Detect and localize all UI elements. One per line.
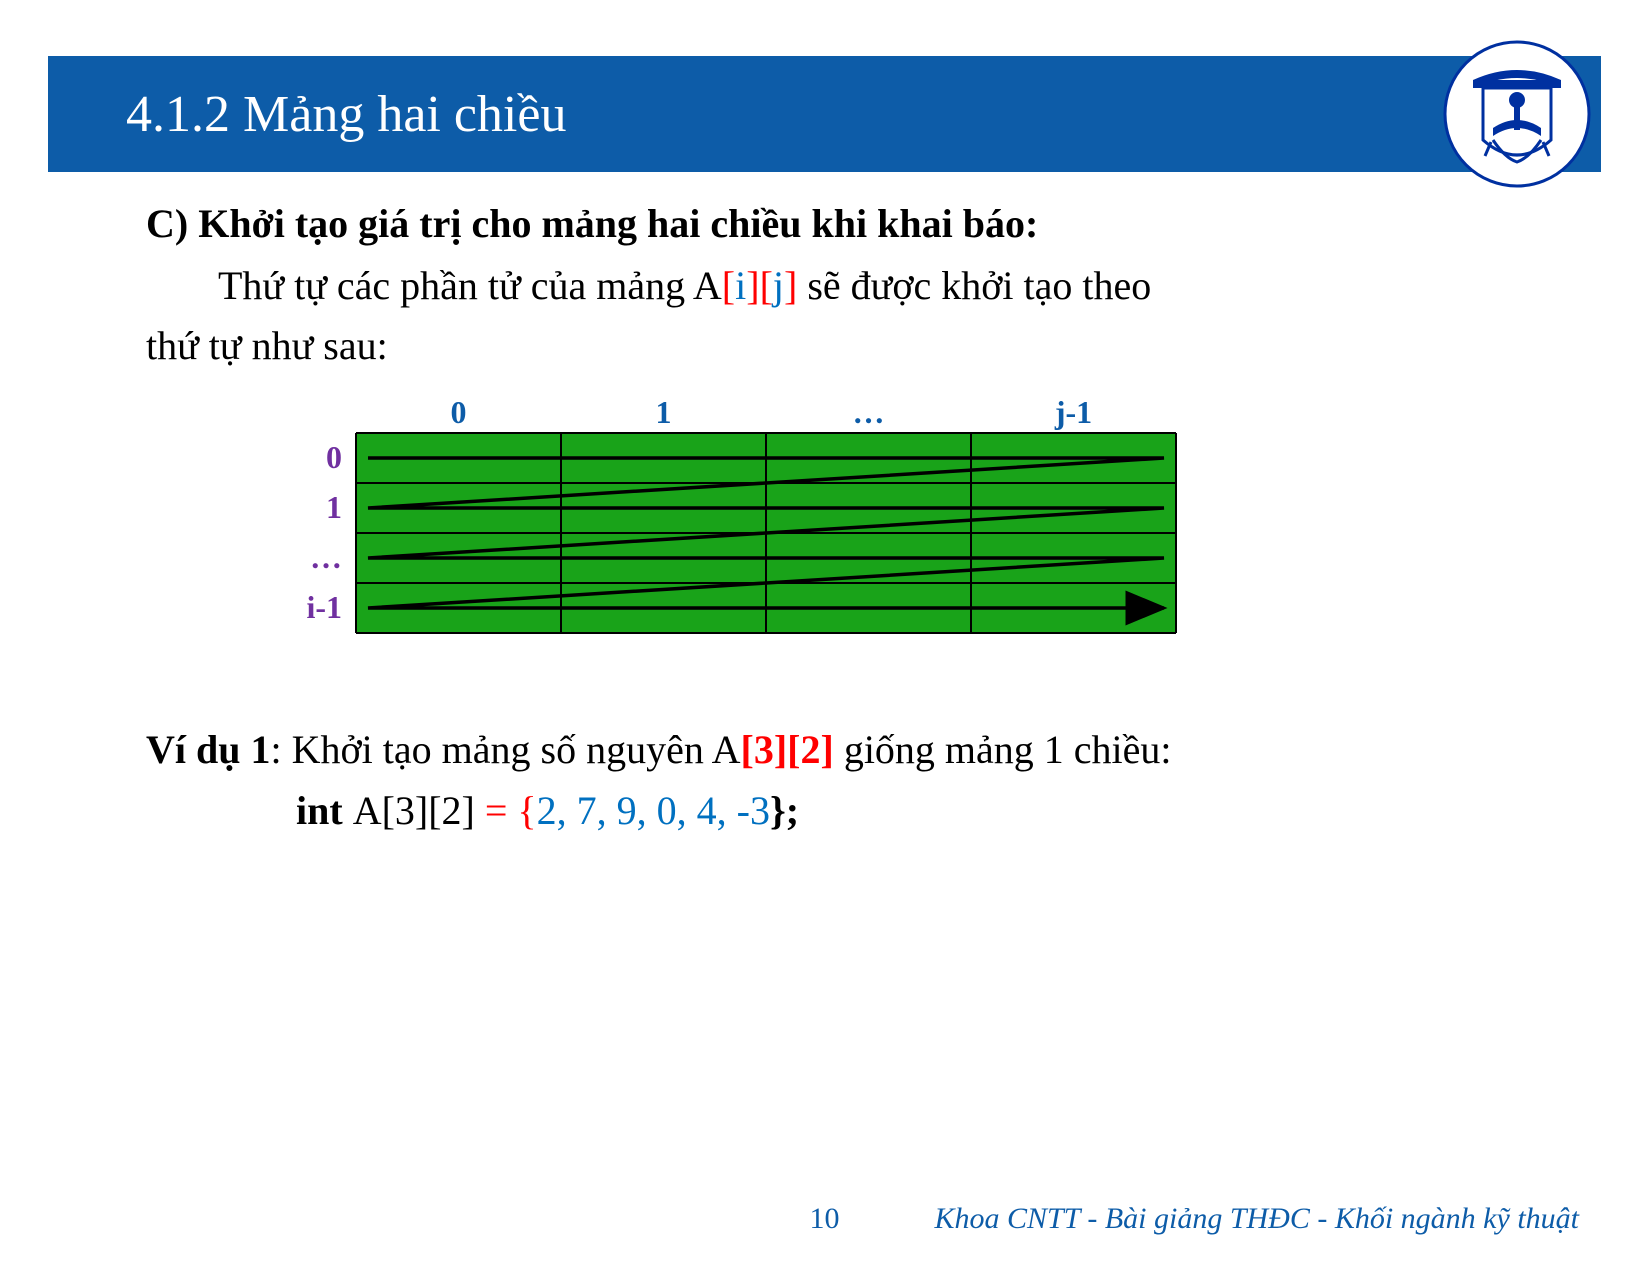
intro-line-2: thứ tự như sau:	[146, 319, 1529, 373]
code-brace-close: };	[770, 788, 799, 833]
example-text-2: giống mảng 1 chiều:	[834, 727, 1172, 772]
slide-title: 4.1.2 Mảng hai chiều	[126, 85, 566, 144]
para-prefix: Thứ tự các phần tử của mảng A	[218, 263, 722, 308]
dim1-close: ]	[774, 727, 787, 772]
example-text-1: : Khởi tạo mảng số nguyên A	[271, 727, 741, 772]
slide-content: C) Khởi tạo giá trị cho mảng hai chiều k…	[146, 200, 1529, 834]
footer-note: Khoa CNTT - Bài giảng THĐC - Khối ngành …	[934, 1202, 1579, 1236]
code-brace-open: {	[517, 788, 536, 833]
example-block: Ví dụ 1: Khởi tạo mảng số nguyên A[3][2]…	[146, 723, 1529, 834]
svg-text:1: 1	[326, 489, 342, 525]
dim2-open: [	[787, 727, 800, 772]
example-line: Ví dụ 1: Khởi tạo mảng số nguyên A[3][2]…	[146, 723, 1529, 777]
bracket-open-1: [	[722, 263, 735, 308]
bracket-close-1: ]	[746, 263, 759, 308]
index-j: j	[773, 263, 784, 308]
index-i: i	[735, 263, 746, 308]
university-logo	[1443, 40, 1591, 188]
dim2: 2	[800, 727, 820, 772]
traversal-diagram: 0 1 … j-1 0 1 … i-1	[296, 393, 1196, 653]
example-label: Ví dụ 1	[146, 727, 271, 772]
svg-text:0: 0	[451, 394, 467, 430]
dim2-close: ]	[820, 727, 833, 772]
svg-text:…: …	[310, 539, 342, 575]
dim1: 3	[754, 727, 774, 772]
bracket-open-2: [	[760, 263, 773, 308]
svg-text:1: 1	[656, 394, 672, 430]
intro-line-1: Thứ tự các phần tử của mảng A[i][j] sẽ đ…	[146, 259, 1529, 313]
svg-text:i-1: i-1	[306, 589, 342, 625]
svg-text:0: 0	[326, 439, 342, 475]
section-heading: C) Khởi tạo giá trị cho mảng hai chiều k…	[146, 200, 1529, 247]
code-values: 2, 7, 9, 0, 4, -3	[537, 788, 770, 833]
code-equals: =	[485, 788, 518, 833]
para-mid: sẽ được khởi tạo theo	[797, 263, 1151, 308]
svg-text:j-1: j-1	[1054, 394, 1092, 430]
slide-header: 4.1.2 Mảng hai chiều	[48, 56, 1601, 172]
code-array: A[3][2]	[353, 788, 485, 833]
code-keyword: int	[296, 788, 353, 833]
svg-text:…: …	[853, 394, 885, 430]
dim1-open: [	[741, 727, 754, 772]
bracket-close-2: ]	[784, 263, 797, 308]
code-line: int A[3][2] = {2, 7, 9, 0, 4, -3};	[296, 787, 1529, 834]
